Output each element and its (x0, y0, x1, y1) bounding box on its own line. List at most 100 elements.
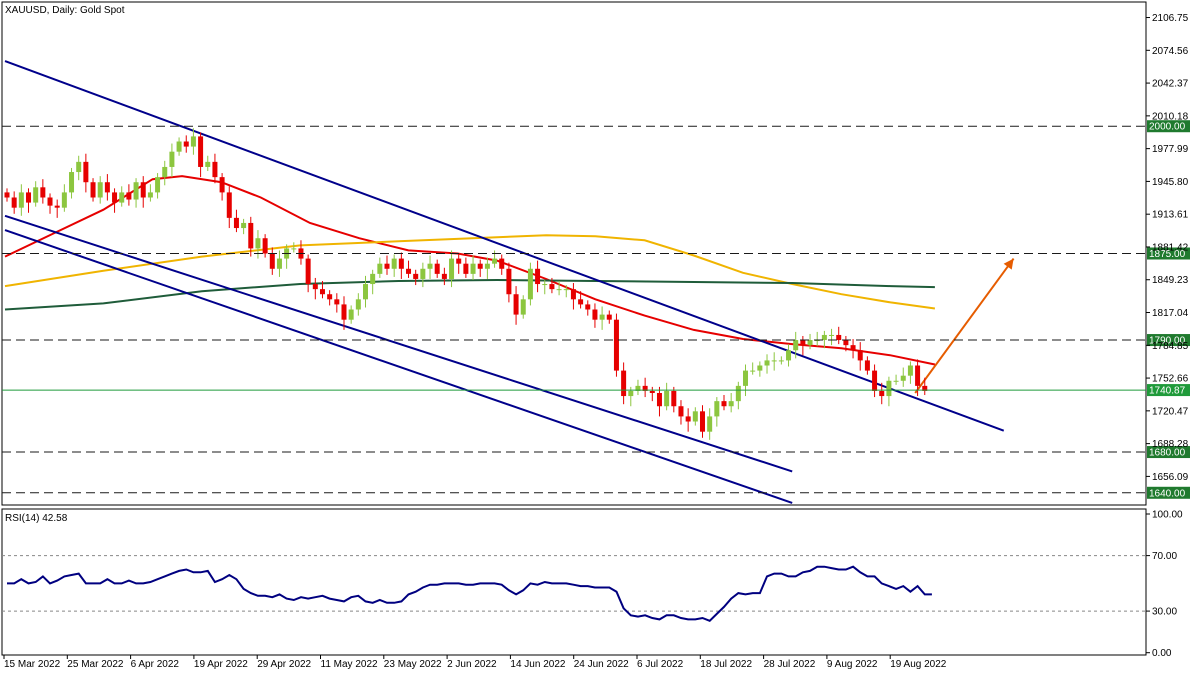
candle-body (857, 350, 863, 361)
candle-body (4, 192, 10, 198)
chart-title: XAUUSD, Daily: Gold Spot (5, 5, 125, 16)
moving-average-2 (4, 234, 936, 310)
candle-body (406, 268, 412, 274)
x-tick-label: 29 Apr 2022 (257, 659, 311, 670)
candle-body (76, 161, 82, 173)
y-tick-label: 1688.28 (1152, 439, 1189, 450)
candle-body (212, 161, 218, 178)
candle-body (850, 345, 856, 351)
candle-body (721, 401, 727, 407)
candle-body (61, 192, 67, 208)
rsi-y-tick-label: 70.00 (1152, 551, 1177, 562)
x-tick-label: 2 Jun 2022 (447, 659, 497, 670)
level-label: 1640.00 (1149, 488, 1186, 499)
candle-body (606, 314, 612, 320)
channel-line-2 (4, 214, 793, 473)
candle-body (556, 289, 562, 291)
candle-body (570, 289, 576, 300)
x-tick-label: 11 May 2022 (321, 659, 379, 670)
candle-body (248, 222, 254, 249)
x-tick-label: 15 Mar 2022 (4, 659, 61, 670)
candle-body (119, 192, 125, 203)
candle-body (434, 263, 440, 274)
candle-body (821, 334, 827, 341)
candle-body (327, 294, 333, 300)
candle-body (90, 182, 96, 198)
x-tick-label: 25 Mar 2022 (67, 659, 124, 670)
candle-body (578, 299, 584, 305)
candle-body (262, 238, 268, 254)
candle-body (140, 182, 146, 198)
candle-body (585, 304, 591, 310)
candle-body (305, 258, 311, 285)
candle-body (470, 263, 476, 274)
candle-body (520, 299, 526, 315)
candle-body (176, 141, 182, 152)
candle-body (513, 294, 519, 315)
candle-body (635, 385, 641, 391)
candle-body (692, 411, 698, 422)
candle-body (893, 380, 899, 382)
candle-body (126, 192, 132, 200)
y-tick-label: 2106.75 (1152, 13, 1189, 24)
y-tick-label: 1913.61 (1152, 210, 1189, 221)
candle-body (69, 172, 75, 193)
x-tick-label: 14 Jun 2022 (510, 659, 565, 670)
candle-body (649, 390, 655, 393)
candle-body (907, 365, 913, 376)
level-label-bg (1147, 486, 1190, 499)
level-label-bg (1147, 446, 1190, 459)
candle-body (104, 182, 110, 193)
candle-body (334, 299, 340, 305)
candle-body (771, 360, 777, 362)
candle-body (456, 258, 462, 264)
candle-body (420, 268, 426, 279)
x-tick-label: 24 Jun 2022 (574, 659, 629, 670)
candle-body (735, 385, 741, 402)
candle-body (807, 340, 813, 346)
candle-body (707, 416, 713, 432)
candle-body (319, 289, 325, 295)
candle-body (743, 370, 749, 386)
level-label-bg (1147, 247, 1190, 260)
candle-body (484, 263, 490, 269)
level-label: 1875.00 (1149, 249, 1186, 260)
candle-body (33, 187, 39, 203)
candle-body (656, 392, 662, 407)
candle-body (276, 258, 282, 269)
candle-body (377, 263, 383, 274)
rsi-y-tick-label: 30.00 (1152, 607, 1177, 618)
candle-body (233, 217, 239, 229)
candle-body (183, 141, 189, 147)
candle-body (527, 268, 533, 300)
candle-body (441, 273, 447, 279)
channel-line-3 (4, 229, 793, 504)
candle-body (915, 365, 921, 386)
candle-body (621, 370, 627, 397)
x-tick-label: 6 Apr 2022 (131, 659, 180, 670)
candle-body (506, 268, 512, 295)
candle-body (370, 273, 376, 285)
y-tick-label: 1720.47 (1152, 406, 1189, 417)
rsi-plot-frame (1, 508, 1147, 656)
forecast-arrow-head (1003, 258, 1014, 270)
candle-body (205, 161, 211, 167)
y-tick-label: 2042.37 (1152, 79, 1189, 90)
x-tick-label: 9 Aug 2022 (827, 659, 878, 670)
candle-body (757, 365, 763, 371)
candle-body (613, 319, 619, 371)
candle-body (477, 263, 483, 269)
candle-body (269, 253, 275, 269)
current-price-bg (1147, 384, 1190, 397)
candle-body (97, 182, 103, 198)
candle-body (886, 380, 892, 397)
candle-body (47, 197, 53, 206)
candle-body (355, 299, 361, 310)
x-tick-label: 18 Jul 2022 (700, 659, 752, 670)
candle-body (829, 334, 835, 336)
candle-body (398, 258, 404, 269)
moving-average-3 (4, 278, 935, 311)
candle-body (162, 166, 168, 178)
candle-body (226, 192, 232, 218)
